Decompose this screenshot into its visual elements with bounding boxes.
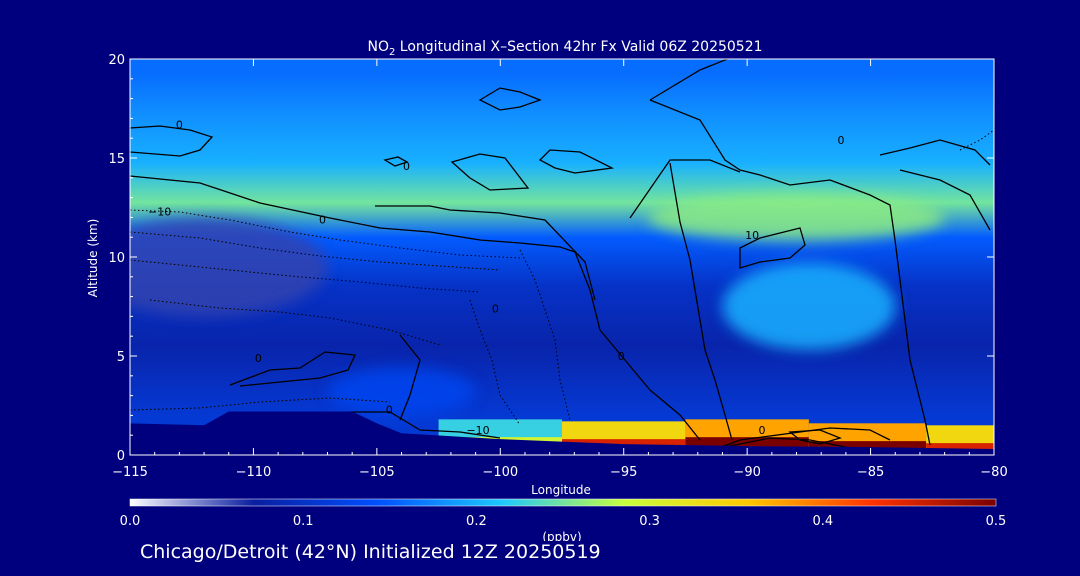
colorbar-tick-label: 0.4 [812,514,833,529]
contour-line [719,437,851,449]
title-subscript: 2 [389,47,395,58]
y-tick-label: 10 [108,251,125,266]
contour-line [399,334,421,421]
colorbar-tick-label: 0.2 [466,514,487,529]
colorbar-label: (ppbv) [542,530,581,541]
x-tick-label: −80 [980,465,1007,480]
feature-blob [130,217,328,317]
x-tick-label: −110 [236,465,272,480]
contour-line-dotted [130,259,481,293]
contour-line-dotted [469,299,521,426]
colorbar-ticks: 0.0 0.1 0.2 0.3 0.4 0.5 [120,514,1007,529]
contour-line-dotted [130,231,501,271]
y-tick-label: 5 [117,350,125,365]
colorbar [129,498,997,507]
contour-line [130,175,701,441]
contour-label: 0 [319,213,326,226]
contour-line [130,125,214,157]
contour-label: 0 [837,134,844,147]
feature-blob [648,193,945,242]
contour-line [879,139,991,166]
contour-line [229,351,356,387]
feature-blob [327,367,476,416]
x-tick-label: −100 [482,465,518,480]
contour-label: −10 [148,205,171,218]
contour-line-dotted [519,249,571,421]
colorbar-tick-label: 0.0 [120,514,141,529]
y-tick-label: 15 [108,152,125,167]
chart-title: NO2 Longitudinal X–Section 42hr Fx Valid… [367,39,762,58]
y-tick-label: 0 [117,449,125,464]
plot-area: 0 0 −10 0 0 10 0 0 0 0 −10 0 [130,59,994,455]
feature-blob [722,262,896,351]
contour-line [450,153,530,191]
x-tick-label: −85 [857,465,884,480]
contour-label: 0 [758,424,765,437]
contour-line [375,205,596,301]
contour-line [538,149,615,174]
contour-line [788,429,842,445]
contour-label: 0 [618,350,625,363]
footer-caption: Chicago/Detroit (42°N) Initialized 12Z 2… [140,541,601,563]
y-tick-label: 20 [108,53,125,68]
contour-label: 10 [745,229,759,242]
contour-label: 0 [255,352,262,365]
contour-line [383,156,409,167]
x-tick-label: −90 [733,465,760,480]
contour-lines [130,59,991,455]
contour-line [739,227,806,269]
contour-label: −10 [466,424,489,437]
contour-lines-negative [130,129,994,426]
y-axis-label: Altitude (km) [86,219,100,298]
contour-label: 0 [403,160,410,173]
concentration-features [130,193,945,416]
terrain [130,411,994,455]
contour-line [629,159,741,219]
contour-label: 0 [492,302,499,315]
title-rest: Longitudinal X–Section 42hr Fx Valid 06Z… [395,39,762,55]
contour-line [649,59,730,101]
colorbar-tick-label: 0.1 [293,514,314,529]
contour-labels: 0 0 −10 0 0 10 0 0 0 0 −10 0 [148,118,844,437]
colorbar-tick-label: 0.3 [639,514,660,529]
contour-line [669,162,733,441]
contour-line [649,99,931,446]
x-tick-label: −95 [610,465,637,480]
x-axis-label: Longitude [531,483,591,497]
contour-label: 0 [176,118,183,131]
contour-label: 0 [386,403,393,416]
contour-line [899,169,991,231]
contour-line-dotted [130,397,391,411]
x-tick-label: −115 [112,465,148,480]
contour-line [478,87,542,111]
chart: NO2 Longitudinal X–Section 42hr Fx Valid… [86,39,1008,541]
title-prefix: NO [367,39,389,55]
x-tick-label: −105 [359,465,395,480]
colorbar-tick-label: 0.5 [986,514,1007,529]
contour-line [350,411,501,439]
